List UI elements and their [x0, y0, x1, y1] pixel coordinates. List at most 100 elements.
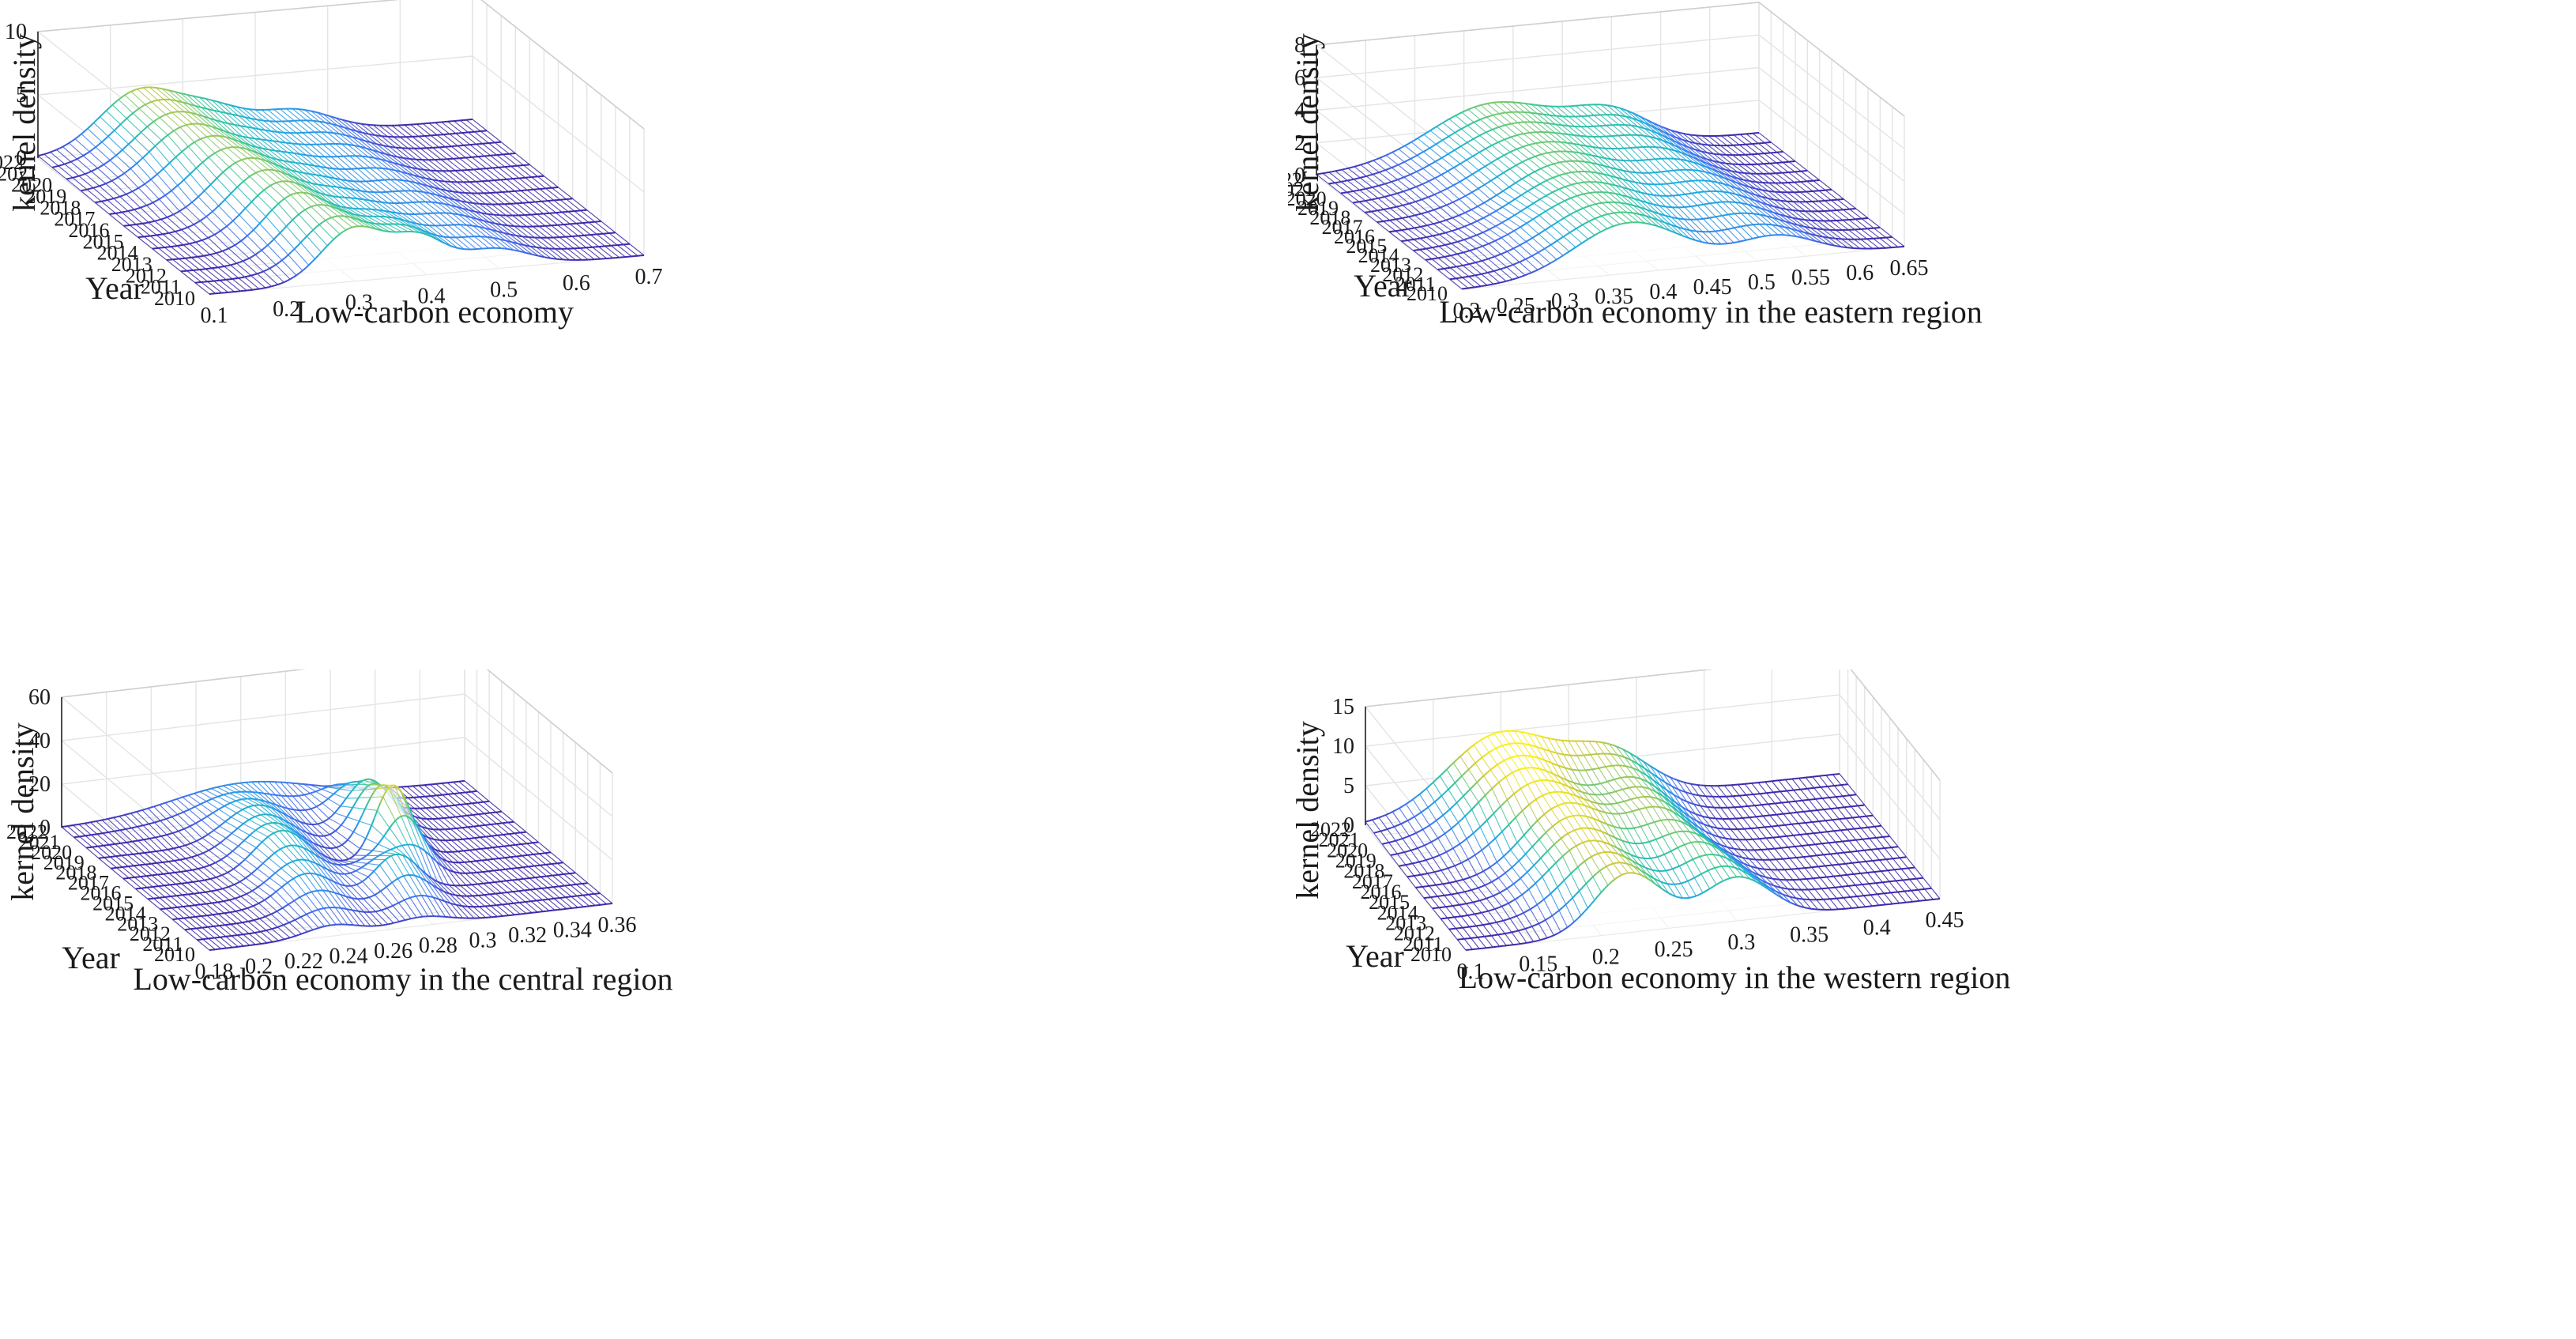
surface-mesh-line — [407, 148, 423, 160]
surface-segment-2022 — [124, 92, 129, 96]
surface-mesh-line — [285, 142, 300, 155]
surface-segment-2019 — [1646, 135, 1651, 138]
surface-segment-2020 — [165, 112, 170, 115]
surface-segment-2019 — [1709, 159, 1714, 162]
surface-segment-2013 — [1573, 194, 1578, 198]
surface-segment-2018 — [1516, 147, 1520, 150]
surface-mesh-line — [1749, 173, 1764, 183]
surface-mesh-line — [1766, 209, 1779, 221]
surface-mesh-line — [1779, 213, 1792, 224]
surface-mesh-line — [251, 201, 266, 217]
surface-mesh-line — [1621, 187, 1635, 199]
surface-mesh-line — [1585, 145, 1599, 157]
surface-mesh-line — [461, 170, 476, 183]
surface-mesh-line — [141, 223, 157, 236]
surface-mesh-line — [1592, 136, 1606, 149]
surface-mesh-line — [462, 208, 477, 220]
surface-segment-2016 — [1543, 165, 1548, 168]
surface-mesh-line — [477, 193, 492, 205]
surface-mesh-line — [1316, 174, 1329, 184]
surface-segment-2012 — [314, 204, 318, 207]
surface-segment-2017 — [1535, 154, 1539, 157]
surface-mesh-line — [1652, 203, 1666, 217]
surface-segment-2013 — [281, 198, 285, 202]
surface-mesh-line — [375, 168, 391, 180]
surface-segment-2018 — [1409, 202, 1413, 205]
surface-segment-2018 — [132, 189, 136, 192]
surface-segment-2012 — [1472, 262, 1476, 265]
surface-segment-2010 — [286, 278, 291, 282]
surface-segment-2021 — [119, 120, 125, 126]
surface-mesh-line — [339, 134, 355, 146]
surface-segment-2014 — [1650, 194, 1654, 196]
surface-mesh-line — [1672, 195, 1685, 208]
year-tick-label: 2022 — [0, 151, 24, 174]
surface-mesh-line — [244, 116, 260, 130]
surface-segment-2017 — [1595, 155, 1599, 158]
surface-segment-2016 — [1619, 168, 1624, 172]
surface-mesh-line — [480, 212, 496, 224]
surface-mesh-line — [1414, 214, 1428, 226]
surface-mesh-line — [225, 112, 241, 126]
surface-mesh-line — [367, 216, 382, 224]
surface-segment-2021 — [1666, 132, 1670, 136]
surface-segment-2015 — [1460, 225, 1465, 229]
surface-mesh-line — [356, 130, 371, 143]
surface-mesh-line — [230, 104, 246, 118]
surface-mesh-line — [1697, 191, 1711, 204]
surface-segment-2022 — [1398, 146, 1403, 150]
surface-mesh-line — [224, 136, 240, 149]
surface-mesh-line — [1781, 172, 1795, 183]
surface-segment-2017 — [1525, 158, 1530, 161]
surface-mesh-line — [1637, 126, 1651, 138]
surface-segment-2015 — [178, 228, 182, 232]
surface-segment-2019 — [1456, 163, 1461, 167]
surface-mesh-line — [1584, 161, 1598, 174]
surface-mesh-line — [205, 268, 220, 281]
surface-mesh-line — [266, 216, 281, 233]
surface-segment-2013 — [1453, 253, 1458, 256]
surface-mesh-line — [363, 198, 378, 211]
surface-mesh-line — [1666, 195, 1679, 208]
surface-mesh-line — [444, 181, 460, 193]
surface-mesh-line — [1384, 169, 1399, 180]
surface-segment-2020 — [112, 154, 117, 159]
surface-mesh-line — [543, 213, 559, 226]
surface-mesh-line — [419, 176, 435, 188]
surface-segment-2015 — [458, 199, 461, 202]
surface-segment-2019 — [1659, 138, 1663, 141]
surface-segment-2010 — [265, 286, 269, 289]
surface-mesh-line — [1439, 221, 1452, 232]
surface-mesh-line — [1742, 184, 1756, 195]
surface-mesh-line — [272, 163, 288, 175]
surface-segment-2019 — [1412, 186, 1417, 189]
surface-mesh-line — [1757, 153, 1771, 164]
surface-segment-2012 — [507, 232, 510, 236]
surface-mesh-line — [1451, 230, 1465, 240]
surface-mesh-line — [149, 151, 164, 169]
surface-mesh-line — [1509, 168, 1523, 179]
surface-segment-2019 — [176, 126, 181, 130]
surface-mesh-line — [1703, 204, 1716, 217]
surface-segment-2015 — [202, 216, 207, 220]
surface-segment-2018 — [153, 173, 158, 178]
surface-mesh-line — [1647, 183, 1661, 196]
surface-segment-2013 — [1501, 235, 1505, 239]
surface-mesh-line — [239, 214, 254, 231]
surface-segment-2022 — [1641, 116, 1646, 120]
surface-mesh-line — [280, 171, 296, 183]
surface-mesh-line — [486, 130, 502, 143]
surface-mesh-line — [184, 111, 199, 125]
surface-segment-2014 — [1454, 240, 1458, 243]
surface-mesh-line — [132, 190, 147, 206]
year-tick-label: 2018 — [40, 196, 81, 219]
surface-mesh-line — [152, 248, 168, 261]
surface-segment-2012 — [236, 261, 240, 265]
surface-segment-2019 — [154, 142, 160, 147]
surface-segment-2020 — [1482, 131, 1487, 135]
surface-segment-2013 — [284, 195, 288, 200]
surface-segment-2022 — [1331, 170, 1336, 173]
surface-mesh-line — [514, 153, 530, 165]
surface-segment-2014 — [205, 236, 209, 240]
surface-mesh-line — [500, 179, 515, 192]
